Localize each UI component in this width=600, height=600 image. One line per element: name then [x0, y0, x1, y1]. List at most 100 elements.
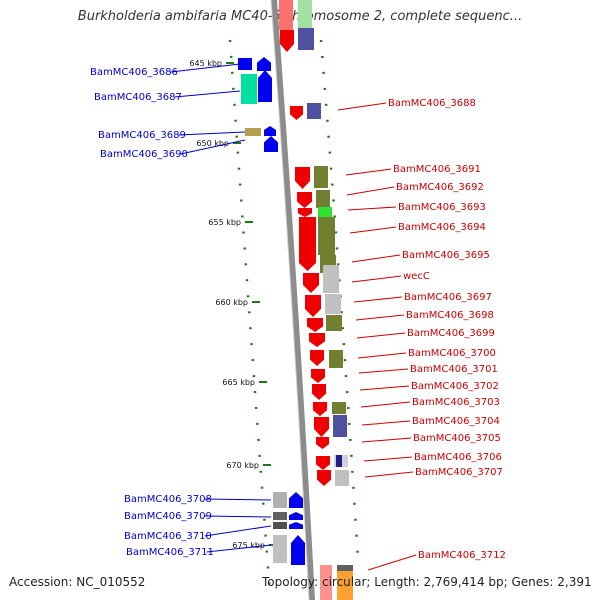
reverse-gene-block	[332, 402, 346, 414]
reverse-gene-shape	[309, 333, 325, 347]
forward-gene-label-text[interactable]: BamMC406_3687	[94, 92, 182, 103]
reverse-gene-label-text[interactable]: BamMC406_3706	[414, 452, 502, 463]
reverse-gene-label[interactable]: BamMC406_3698	[355, 310, 494, 321]
forward-gene-block	[273, 535, 287, 563]
forward-gene-shape	[258, 70, 272, 102]
reverse-gene-block	[316, 190, 330, 208]
reverse-gene-label-text[interactable]: BamMC406_3707	[415, 467, 503, 478]
reverse-gene-label-text[interactable]: BamMC406_3704	[412, 416, 500, 427]
reverse-gene-label[interactable]: BamMC406_3701	[358, 364, 498, 375]
reverse-gene-leader	[356, 332, 406, 339]
reverse-gene-label[interactable]: BamMC406_3700	[357, 348, 496, 359]
kbp-tick-label: 655 kbp	[208, 218, 241, 227]
reverse-gene-label-text[interactable]: BamMC406_3691	[393, 164, 481, 175]
reverse-gene-block	[333, 415, 347, 437]
forward-gene-shape	[257, 57, 271, 71]
forward-gene-label[interactable]: BamMC406_3687	[94, 90, 241, 103]
reverse-gene-label-text[interactable]: BamMC406_3688	[388, 98, 476, 109]
reverse-gene-label-text[interactable]: BamMC406_3694	[398, 222, 486, 233]
reverse-gene-label-text[interactable]: BamMC406_3701	[410, 364, 498, 375]
forward-gene-label[interactable]: BamMC406_3686	[90, 63, 241, 78]
forward-gene-label[interactable]: BamMC406_3690	[100, 139, 246, 160]
forward-gene-label[interactable]: BamMC406_3710	[124, 525, 272, 542]
reverse-gene-leader	[337, 102, 387, 111]
reverse-gene-leader	[367, 554, 417, 571]
tick-dots-outer	[319, 39, 360, 561]
forward-gene-label-text[interactable]: BamMC406_3689	[98, 130, 186, 141]
forward-gene-labels: BamMC406_3686 BamMC406_3687 BamMC406_3689 B…	[90, 63, 272, 558]
reverse-gene-block	[318, 207, 332, 217]
forward-gene-label-text[interactable]: BamMC406_3708	[124, 494, 212, 505]
reverse-gene-label[interactable]: BamMC406_3692	[346, 182, 484, 196]
reverse-gene-leader	[358, 368, 409, 374]
reverse-gene-label-text[interactable]: BamMC406_3703	[412, 397, 500, 408]
forward-gene-block	[245, 128, 261, 136]
forward-gene-leader	[178, 131, 246, 136]
reverse-gene-leader	[363, 456, 413, 462]
reverse-gene-label[interactable]: BamMC406_3688	[337, 98, 476, 111]
forward-gene-label-text[interactable]: BamMC406_3686	[90, 67, 178, 78]
reverse-gene-label[interactable]: BamMC406_3694	[349, 222, 486, 234]
reverse-gene-label[interactable]: BamMC406_3706	[363, 452, 502, 463]
reverse-gene-leader	[360, 401, 411, 408]
reverse-gene-block	[337, 565, 353, 571]
reverse-gene-label[interactable]: BamMC406_3704	[361, 416, 500, 427]
reverse-gene-label-text[interactable]: BamMC406_3697	[404, 292, 492, 303]
forward-gene-leader	[180, 139, 246, 155]
reverse-gene-leader	[346, 186, 395, 196]
kbp-tick-label: 650 kbp	[196, 139, 229, 148]
reverse-gene-label[interactable]: BamMC406_3712	[367, 550, 506, 571]
reverse-gene-label-text[interactable]: BamMC406_3702	[411, 381, 499, 392]
forward-gene-label[interactable]: BamMC406_3708	[124, 494, 272, 505]
reverse-gene-block	[318, 217, 335, 255]
reverse-gene-leader	[351, 275, 402, 283]
reverse-gene-label[interactable]: BamMC406_3695	[351, 250, 490, 263]
forward-gene-label-text[interactable]: BamMC406_3710	[124, 531, 212, 542]
forward-gene-label-text[interactable]: BamMC406_3690	[100, 149, 188, 160]
reverse-gene-label-text[interactable]: BamMC406_3705	[413, 433, 501, 444]
reverse-gene-label[interactable]: BamMC406_3691	[345, 164, 481, 176]
forward-gene-label[interactable]: BamMC406_3711	[126, 544, 272, 558]
forward-gene-label[interactable]: BamMC406_3689	[98, 130, 246, 141]
forward-gene-label[interactable]: BamMC406_3709	[124, 511, 272, 522]
reverse-gene-label-text[interactable]: BamMC406_3692	[396, 182, 484, 193]
reverse-gene-label-text[interactable]: wecC	[403, 271, 430, 282]
reverse-gene-label[interactable]: BamMC406_3707	[364, 467, 503, 478]
forward-gene-label-text[interactable]: BamMC406_3709	[124, 511, 212, 522]
reverse-gene-leader	[353, 296, 403, 303]
reverse-gene-label-text[interactable]: BamMC406_3700	[408, 348, 496, 359]
topology-text: Topology: circular; Length: 2,769,414 bp…	[262, 575, 592, 589]
forward-gene-shape	[289, 492, 303, 508]
forward-gene-block	[273, 512, 287, 520]
forward-gene-shape	[264, 126, 276, 136]
reverse-gene-leader	[359, 385, 410, 391]
kbp-tick-label: 675 kbp	[232, 541, 265, 550]
reverse-gene-label-text[interactable]: BamMC406_3699	[407, 328, 495, 339]
reverse-gene-leader	[347, 206, 397, 211]
forward-gene-shape	[289, 512, 303, 520]
kbp-tick-label: 665 kbp	[222, 378, 255, 387]
reverse-gene-label[interactable]: BamMC406_3699	[356, 328, 495, 339]
kbp-tick-label: 645 kbp	[189, 59, 222, 68]
reverse-gene-label-text[interactable]: BamMC406_3712	[418, 550, 506, 561]
reverse-gene-shape	[303, 273, 319, 293]
forward-gene-block	[238, 58, 252, 70]
reverse-gene-shape	[305, 295, 321, 317]
reverse-gene-leader	[345, 168, 392, 176]
reverse-gene-label[interactable]: BamMC406_3705	[361, 433, 501, 444]
reverse-gene-label[interactable]: wecC	[351, 271, 430, 283]
reverse-gene-label-text[interactable]: BamMC406_3693	[398, 202, 486, 213]
accession-text: Accession: NC_010552	[9, 575, 146, 589]
reverse-gene-shape	[290, 106, 303, 120]
reverse-gene-label[interactable]: BamMC406_3697	[353, 292, 492, 303]
reverse-gene-leader	[357, 352, 407, 359]
reverse-gene-label[interactable]: BamMC406_3702	[359, 381, 499, 392]
reverse-gene-label-text[interactable]: BamMC406_3698	[406, 310, 494, 321]
forward-gene-leader	[204, 515, 272, 518]
reverse-gene-block	[337, 565, 353, 600]
reverse-gene-label[interactable]: BamMC406_3703	[360, 397, 500, 408]
forward-gene-label-text[interactable]: BamMC406_3711	[126, 547, 214, 558]
backbone-edge	[270, 0, 310, 600]
reverse-gene-label[interactable]: BamMC406_3693	[347, 202, 486, 213]
reverse-gene-label-text[interactable]: BamMC406_3695	[402, 250, 490, 261]
